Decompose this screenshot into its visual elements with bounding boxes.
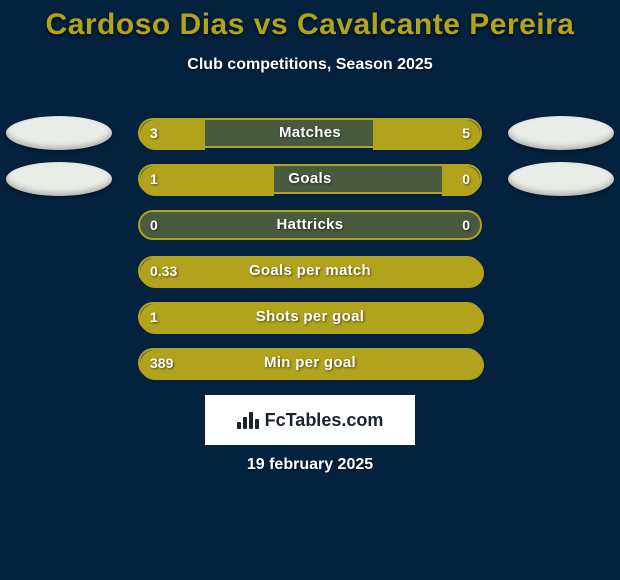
- date-text: 19 february 2025: [0, 456, 620, 474]
- bar-chart-icon: [237, 411, 259, 429]
- player-avatar-left: [6, 162, 112, 196]
- stat-label: Hattricks: [138, 210, 482, 240]
- logo-badge: FcTables.com: [205, 395, 415, 445]
- player-avatar-right: [508, 162, 614, 196]
- stats-rows: 35Matches10Goals00Hattricks0.33Goals per…: [0, 118, 620, 394]
- stat-row: 1Shots per goal: [0, 302, 620, 332]
- player-avatar-left: [6, 116, 112, 150]
- stat-row: 389Min per goal: [0, 348, 620, 378]
- stat-row: 0.33Goals per match: [0, 256, 620, 286]
- stat-label: Matches: [138, 118, 482, 148]
- player-avatar-right: [508, 116, 614, 150]
- page-title: Cardoso Dias vs Cavalcante Pereira: [0, 0, 620, 42]
- comparison-card: Cardoso Dias vs Cavalcante Pereira Club …: [0, 0, 620, 580]
- stat-label: Goals per match: [138, 256, 482, 286]
- logo-text: FcTables.com: [265, 410, 384, 431]
- subtitle: Club competitions, Season 2025: [0, 56, 620, 74]
- stat-label: Goals: [138, 164, 482, 194]
- stat-label: Min per goal: [138, 348, 482, 378]
- stat-label: Shots per goal: [138, 302, 482, 332]
- stat-row: 00Hattricks: [0, 210, 620, 240]
